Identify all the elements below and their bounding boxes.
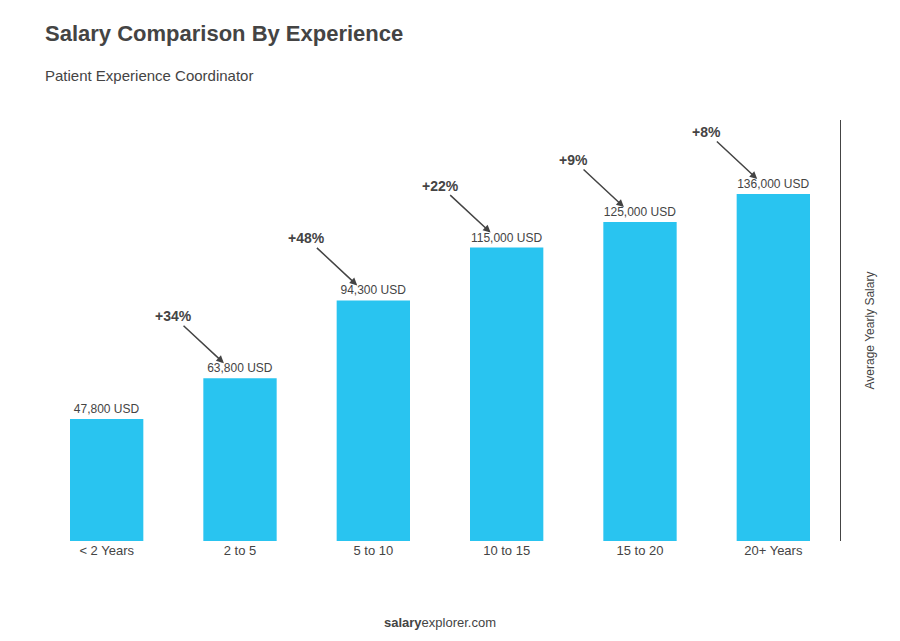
svg-text:< 2 Years: < 2 Years	[79, 543, 134, 558]
svg-text:Salary Comparison By Experienc: Salary Comparison By Experience	[45, 21, 403, 46]
svg-text:salaryexplorer.com: salaryexplorer.com	[384, 615, 496, 630]
svg-text:+8%: +8%	[692, 124, 721, 140]
svg-text:+48%: +48%	[288, 230, 325, 246]
svg-text:10 to 15: 10 to 15	[483, 543, 530, 558]
svg-text:5 to 10: 5 to 10	[353, 543, 393, 558]
svg-text:47,800 USD: 47,800 USD	[74, 402, 140, 416]
svg-text:Average Yearly Salary: Average Yearly Salary	[863, 272, 877, 390]
svg-text:115,000 USD: 115,000 USD	[471, 231, 542, 245]
svg-text:20+ Years: 20+ Years	[744, 543, 803, 558]
svg-text:125,000 USD: 125,000 USD	[604, 205, 676, 219]
svg-text:136,000 USD: 136,000 USD	[737, 177, 809, 191]
svg-text:+22%: +22%	[422, 178, 459, 194]
svg-text:Patient Experience Coordinator: Patient Experience Coordinator	[45, 67, 253, 84]
svg-text:15 to 20: 15 to 20	[617, 543, 664, 558]
svg-text:94,300 USD: 94,300 USD	[340, 283, 406, 297]
svg-text:2 to 5: 2 to 5	[224, 543, 257, 558]
svg-text:+9%: +9%	[559, 152, 588, 168]
svg-text:+34%: +34%	[155, 308, 192, 324]
svg-text:63,800 USD: 63,800 USD	[207, 361, 273, 375]
